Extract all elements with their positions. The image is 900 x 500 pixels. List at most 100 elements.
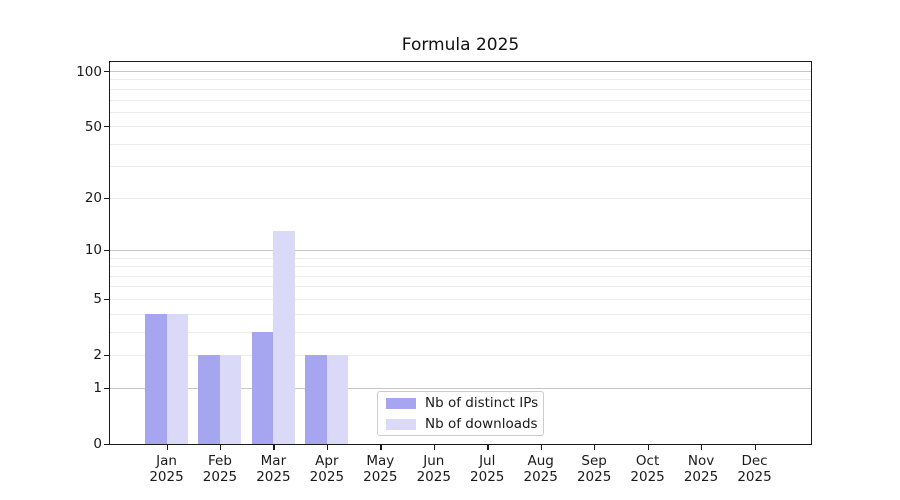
chart-title: Formula 2025: [401, 35, 520, 55]
minor-gridline: [110, 99, 811, 101]
x-tick-label: Nov 2025: [669, 453, 733, 486]
y-tick-mark: [103, 71, 110, 73]
y-tick-label: 100: [76, 63, 102, 80]
bar-jan-nb-of-downloads: [166, 313, 188, 444]
x-tick-label: Sep 2025: [562, 453, 626, 486]
x-tick-mark: [647, 443, 649, 450]
major-gridline: [110, 249, 811, 251]
x-tick-mark: [433, 443, 436, 450]
x-tick-month: Jan: [156, 452, 177, 469]
legend-swatch-downloads: [386, 418, 416, 430]
x-tick-year: 2025: [683, 469, 719, 485]
y-tick-label: 5: [93, 291, 102, 308]
x-tick-mark: [273, 443, 275, 450]
x-tick-mark: [540, 443, 542, 450]
minor-gridline: [110, 275, 811, 277]
x-tick-year: 2025: [470, 469, 505, 485]
x-tick-month: Aug: [527, 452, 554, 469]
bar-jan-nb-of-distinct-ips: [145, 313, 167, 444]
x-tick-month: Jul: [479, 452, 496, 469]
y-tick-mark: [103, 443, 110, 445]
minor-gridline: [110, 88, 811, 90]
minor-gridline: [110, 126, 811, 128]
x-tick-label: Jun 2025: [402, 453, 466, 486]
x-tick-month: Oct: [635, 452, 660, 469]
y-tick-mark: [103, 354, 110, 357]
minor-gridline: [110, 286, 811, 288]
minor-gridline: [110, 166, 811, 168]
x-tick-mark: [701, 443, 703, 450]
y-tick-label: 10: [84, 242, 102, 259]
x-tick-year: 2025: [416, 469, 451, 485]
minor-gridline: [110, 111, 811, 113]
minor-gridline: [110, 257, 811, 259]
legend-label: Nb of distinct IPs: [425, 395, 539, 411]
minor-gridline: [110, 298, 811, 300]
y-tick-label: 2: [93, 347, 102, 364]
x-tick-year: 2025: [256, 469, 291, 485]
x-tick-mark: [219, 443, 222, 450]
x-tick-mark: [754, 443, 756, 450]
minor-gridline: [110, 79, 811, 81]
x-tick-year: 2025: [630, 469, 665, 485]
minor-gridline: [110, 197, 811, 199]
x-tick-month: May: [366, 452, 395, 469]
x-tick-mark: [326, 443, 329, 450]
bar-mar-nb-of-distinct-ips: [251, 331, 274, 444]
bar-apr-nb-of-distinct-ips: [305, 354, 327, 444]
plot-area: Nb of distinct IPs Nb of downloads: [109, 61, 812, 445]
x-tick-label: Feb 2025: [188, 453, 252, 486]
bar-feb-nb-of-downloads: [219, 354, 242, 444]
y-tick-label: 20: [84, 190, 102, 207]
x-tick-label: Aug 2025: [509, 453, 573, 486]
major-gridline: [110, 387, 811, 389]
bar-apr-nb-of-downloads: [326, 354, 349, 444]
x-tick-month: Feb: [208, 452, 232, 469]
x-tick-label: May 2025: [348, 453, 412, 486]
y-tick-label: 1: [93, 380, 102, 397]
legend-item-distinct-ips: Nb of distinct IPs: [386, 395, 543, 411]
x-tick-label: Jan 2025: [135, 453, 199, 486]
x-tick-year: 2025: [202, 469, 238, 485]
x-tick-year: 2025: [523, 469, 558, 485]
x-tick-mark: [166, 443, 168, 450]
legend-swatch-distinct-ips: [386, 397, 416, 409]
minor-gridline: [110, 354, 811, 356]
y-tick-mark: [103, 387, 110, 389]
minor-gridline: [110, 331, 811, 333]
x-tick-month: Nov: [687, 452, 715, 469]
legend-label: Nb of downloads: [425, 416, 538, 432]
minor-gridline: [110, 313, 811, 315]
x-tick-year: 2025: [363, 469, 398, 485]
x-tick-month: Jun: [423, 452, 445, 469]
x-tick-label: Oct 2025: [616, 453, 680, 486]
x-tick-label: Mar 2025: [241, 453, 305, 486]
x-tick-mark: [487, 443, 489, 450]
x-tick-month: Dec: [741, 452, 768, 469]
y-tick-label: 0: [93, 436, 102, 452]
legend-item-downloads: Nb of downloads: [386, 416, 543, 432]
major-gridline: [110, 71, 811, 73]
legend: Nb of distinct IPs Nb of downloads: [377, 391, 544, 436]
x-tick-month: Apr: [315, 452, 339, 469]
x-tick-mark: [594, 443, 596, 450]
y-tick-mark: [103, 249, 110, 252]
x-tick-year: 2025: [309, 469, 345, 485]
x-tick-mark: [380, 443, 382, 450]
bar-mar-nb-of-downloads: [273, 230, 295, 444]
x-tick-year: 2025: [576, 469, 612, 485]
bar-feb-nb-of-distinct-ips: [198, 354, 220, 444]
minor-gridline: [110, 266, 811, 268]
y-tick-mark: [103, 298, 110, 301]
minor-gridline: [110, 143, 811, 145]
x-tick-label: Jul 2025: [455, 453, 519, 486]
x-tick-year: 2025: [149, 469, 184, 485]
x-tick-label: Dec 2025: [723, 453, 787, 486]
x-tick-month: Sep: [581, 452, 607, 469]
y-tick-mark: [103, 197, 110, 200]
y-tick-mark: [103, 126, 110, 128]
y-tick-label: 50: [84, 118, 102, 135]
x-tick-month: Mar: [260, 452, 287, 469]
x-tick-year: 2025: [737, 469, 772, 485]
